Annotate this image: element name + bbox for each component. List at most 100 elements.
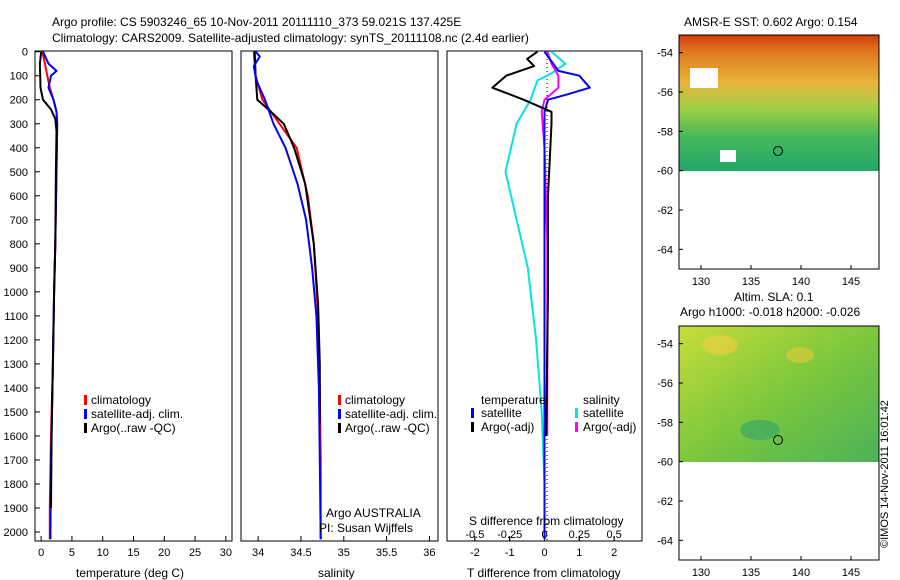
title-line-1: Argo profile: CS 5903246_65 10-Nov-2011 … bbox=[52, 15, 461, 29]
salinity-climatology-line bbox=[252, 51, 322, 540]
depth-tick-label: 700 bbox=[10, 215, 28, 227]
legend-label-climatology: climatology bbox=[91, 393, 151, 407]
sla-map-lat-tick-label: -56 bbox=[657, 378, 673, 390]
diff-temperature-argo-line bbox=[491, 50, 553, 436]
difference-s-tick-label: 0.5 bbox=[606, 529, 621, 541]
sst-missing-patch bbox=[720, 150, 736, 162]
difference-t-tick-label: 2 bbox=[611, 547, 617, 559]
sst-map-lat-tick-label: -58 bbox=[657, 126, 673, 138]
legend-swatch-climatology bbox=[84, 395, 87, 405]
difference-s-tick-label: -0.5 bbox=[465, 529, 484, 541]
salinity-tick-label: 34 bbox=[252, 547, 264, 559]
salinity-tick-label: 36 bbox=[423, 547, 435, 559]
depth-tick-label: 0 bbox=[22, 47, 28, 59]
sst-map-lat-tick-label: -64 bbox=[657, 244, 673, 256]
legend-swatch-t-argo bbox=[471, 422, 474, 432]
depth-tick-label: 1800 bbox=[4, 479, 28, 491]
legend-title-salinity: salinity bbox=[583, 393, 620, 407]
depth-tick-label: 800 bbox=[10, 239, 28, 251]
depth-axis: 0 100 200 300 400 500 600 700 800 900 1000 1100 1200… bbox=[4, 47, 40, 539]
difference-t-tick-label: -2 bbox=[470, 547, 480, 559]
sla-high-blob bbox=[786, 347, 814, 363]
sst-map-image bbox=[679, 35, 879, 171]
sla-high-blob bbox=[702, 335, 738, 355]
depth-tick-label: 100 bbox=[10, 71, 28, 83]
sst-map-lat-tick-label: -60 bbox=[657, 166, 673, 178]
t-difference-axis-label: T difference from climatology bbox=[467, 566, 621, 580]
sla-map-lat-tick-label: -60 bbox=[657, 457, 673, 469]
difference-t-tick-label: -1 bbox=[505, 547, 515, 559]
sst-map-lon-tick-label: 140 bbox=[792, 276, 810, 288]
temperature-tick-label: 25 bbox=[189, 547, 201, 559]
depth-tick-label: 1900 bbox=[4, 503, 28, 515]
difference-t-tick-label: 0 bbox=[541, 547, 547, 559]
temperature-tick-label: 0 bbox=[38, 547, 44, 559]
salinity-panel-frame bbox=[240, 50, 439, 542]
sst-missing-patch bbox=[690, 68, 718, 88]
sla-map-lon-tick-label: 140 bbox=[792, 567, 810, 579]
sla-argo-marker bbox=[773, 435, 783, 445]
salinity-tick-label: 34.5 bbox=[290, 547, 311, 559]
sst-map-lon-tick-label: 130 bbox=[692, 276, 710, 288]
temperature-tick-label: 15 bbox=[127, 547, 139, 559]
salinity-legend: climatology satellite-adj. clim. Argo(..… bbox=[319, 393, 437, 535]
map-axes: 130 135 140 145 -54 -56 -58 -60 -62 -64 130 135 140 1… bbox=[657, 48, 860, 579]
temperature-tick-label: 30 bbox=[220, 547, 232, 559]
sst-map-lat-tick-label: -62 bbox=[657, 205, 673, 217]
legend-label-argo: Argo(..raw -QC) bbox=[345, 421, 430, 435]
sla-map-lat-tick-label: -62 bbox=[657, 496, 673, 508]
argo-program-note: Argo AUSTRALIA bbox=[326, 506, 421, 520]
depth-tick-label: 900 bbox=[10, 263, 28, 275]
difference-t-tick-label: 1 bbox=[576, 547, 582, 559]
depth-tick-label: 600 bbox=[10, 191, 28, 203]
sst-map-frame bbox=[678, 34, 880, 270]
diff-salinity-satellite-line bbox=[504, 50, 567, 540]
depth-tick-label: 1500 bbox=[4, 407, 28, 419]
sla-map-lon-tick-label: 145 bbox=[842, 567, 860, 579]
sla-map-lat-tick-label: -64 bbox=[657, 535, 673, 547]
legend-swatch-s-argo bbox=[575, 422, 578, 432]
salinity-satellite-line bbox=[252, 51, 322, 540]
sst-map-lon-tick-label: 145 bbox=[842, 276, 860, 288]
legend-label-satellite: satellite-adj. clim. bbox=[345, 407, 437, 421]
depth-tick-label: 300 bbox=[10, 119, 28, 131]
temperature-tick-label: 5 bbox=[69, 547, 75, 559]
sla-map-lat-tick-label: -54 bbox=[657, 339, 673, 351]
depth-tick-label: 1100 bbox=[4, 311, 28, 323]
legend-swatch-argo bbox=[84, 423, 87, 433]
pi-note: PI: Susan Wijffels bbox=[319, 521, 413, 535]
depth-tick-label: 1200 bbox=[4, 335, 28, 347]
s-difference-axis-label: S difference from climatology bbox=[469, 514, 624, 528]
legend-swatch-argo bbox=[338, 423, 341, 433]
title-line-2: Climatology: CARS2009. Satellite-adjuste… bbox=[52, 31, 529, 45]
temperature-tick-label: 10 bbox=[97, 547, 109, 559]
legend-swatch-satellite bbox=[84, 409, 87, 419]
sla-map-frame bbox=[678, 325, 880, 561]
salinity-tick-label: 35.5 bbox=[376, 547, 397, 559]
salinity-argo-line bbox=[253, 51, 321, 424]
depth-tick-label: 1700 bbox=[4, 455, 28, 467]
depth-tick-label: 1000 bbox=[4, 287, 28, 299]
sst-map-lat-tick-label: -56 bbox=[657, 87, 673, 99]
legend-label-t-argo: Argo(-adj) bbox=[481, 420, 534, 434]
sla-map-lon-tick-label: 130 bbox=[692, 567, 710, 579]
legend-label-s-satellite: satellite bbox=[583, 406, 624, 420]
salinity-tick-label: 35 bbox=[338, 547, 350, 559]
legend-label-s-argo: Argo(-adj) bbox=[583, 420, 636, 434]
profile-curves bbox=[38, 50, 591, 540]
temperature-tick-label: 20 bbox=[158, 547, 170, 559]
depth-tick-label: 400 bbox=[10, 143, 28, 155]
depth-tick-label: 500 bbox=[10, 167, 28, 179]
legend-swatch-satellite bbox=[338, 409, 341, 419]
diff-temperature-satellite-line bbox=[543, 51, 591, 540]
sst-map-title: AMSR-E SST: 0.602 Argo: 0.154 bbox=[684, 15, 858, 29]
difference-s-tick-label: -0.25 bbox=[497, 529, 522, 541]
sla-map-title-1: Altim. SLA: 0.1 bbox=[734, 290, 814, 304]
legend-label-argo: Argo(..raw -QC) bbox=[91, 421, 176, 435]
legend-swatch-climatology bbox=[338, 395, 341, 405]
temperature-argo-line bbox=[38, 51, 58, 509]
imos-credit: ©IMOS 14-Nov-2011 16:01:42 bbox=[879, 400, 891, 548]
sla-map-lat-tick-label: -58 bbox=[657, 417, 673, 429]
